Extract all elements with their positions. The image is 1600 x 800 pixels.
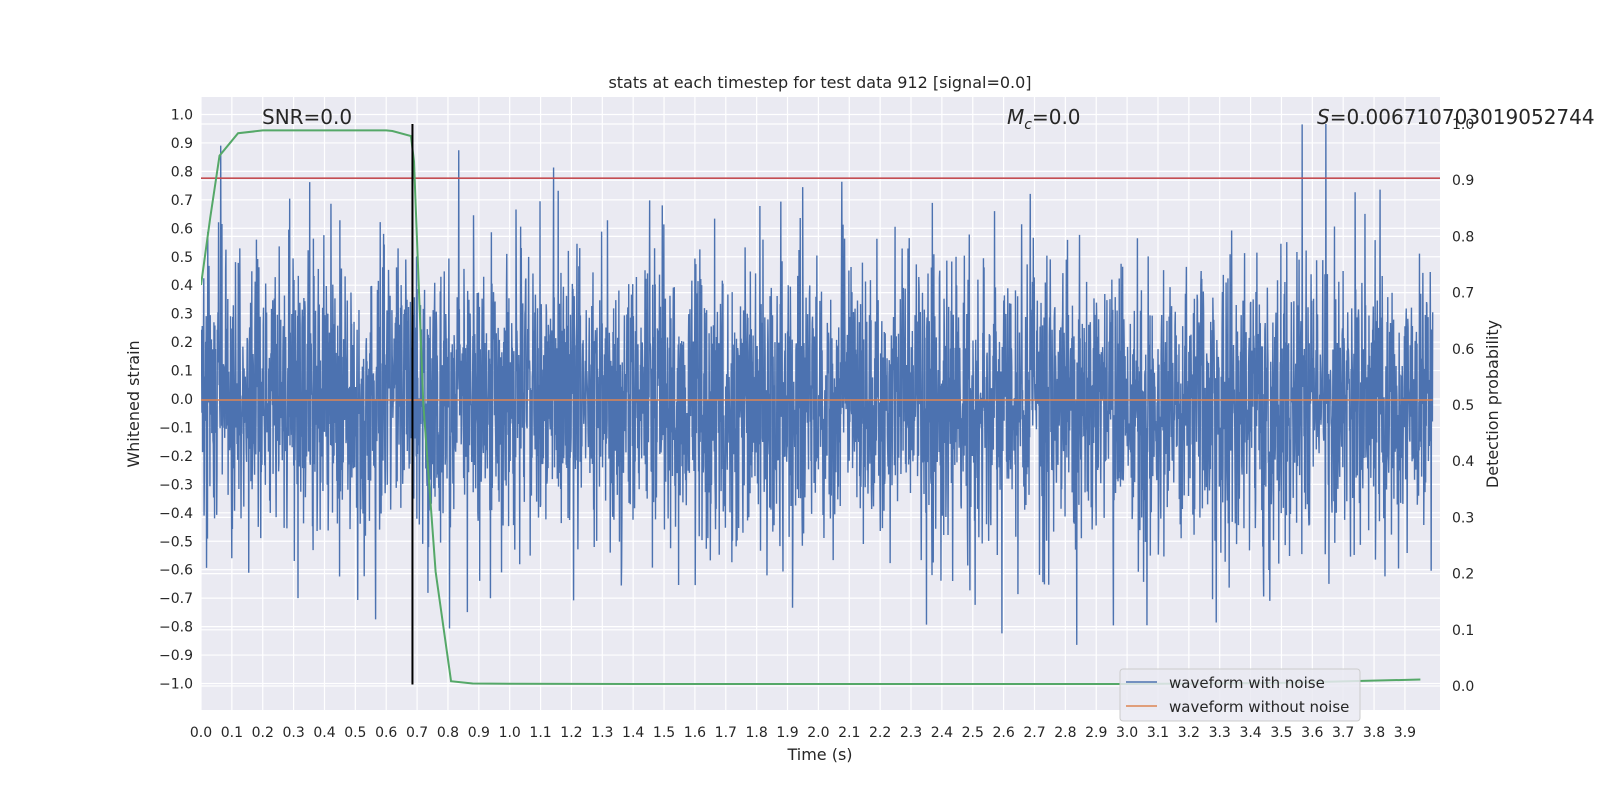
s-symbol: S — [1317, 105, 1330, 129]
x-tick-label: 0.6 — [375, 725, 397, 741]
mc-annotation: Mc=0.0 — [1007, 105, 1081, 133]
x-tick-label: 2.6 — [992, 725, 1014, 741]
x-tick-label: 2.2 — [869, 725, 891, 741]
x-tick-label: 2.1 — [838, 725, 860, 741]
x-tick-label: 1.7 — [715, 725, 737, 741]
x-tick-label: 0.2 — [252, 725, 274, 741]
y-tick-label: −0.2 — [159, 449, 193, 465]
y-tick-label: −0.1 — [159, 420, 193, 436]
legend: waveform with noise waveform without noi… — [1119, 668, 1361, 722]
x-tick-label: 1.0 — [499, 725, 521, 741]
y-axis-label: Whitened strain — [124, 340, 143, 467]
y-tick-label: −0.8 — [159, 620, 193, 636]
y-tick-label: 0.6 — [171, 221, 193, 237]
y-tick-label: −0.5 — [159, 534, 193, 550]
x-tick-label: 0.5 — [344, 725, 366, 741]
x-tick-label: 3.6 — [1301, 725, 1323, 741]
y-tick-labels: 1.0 0.9 0.8 0.7 0.6 0.5 0.4 0.3 0.2 0.1 0.0 −0.1 −0.… — [159, 108, 193, 693]
y-tick-label: 0.9 — [171, 136, 193, 152]
y2-tick-label: 0.6 — [1452, 342, 1474, 358]
x-tick-label: 0.0 — [190, 725, 212, 741]
y2-tick-labels: 1.0 0.9 0.8 0.7 0.6 0.5 0.4 0.3 0.2 0.1 0.0 — [1452, 117, 1474, 695]
y-tick-label: 0.8 — [171, 164, 193, 180]
y-tick-label: −0.9 — [159, 648, 193, 664]
x-tick-label: 2.0 — [807, 725, 829, 741]
x-tick-label: 1.9 — [776, 725, 798, 741]
mc-symbol: M — [1007, 105, 1024, 129]
x-tick-labels: 0.0 0.1 0.2 0.3 0.4 0.5 0.6 0.7 0.8 0.9 1.0 1.1 1.2 1… — [190, 725, 1416, 741]
y2-axis-label: Detection probability — [1483, 320, 1502, 488]
s-annotation: S=0.006710703019052744 — [1317, 105, 1595, 129]
y-tick-label: 1.0 — [171, 108, 193, 124]
mc-value: =0.0 — [1032, 105, 1081, 129]
x-tick-label: 1.3 — [591, 725, 613, 741]
x-tick-label: 3.3 — [1209, 725, 1231, 741]
x-tick-label: 3.4 — [1239, 725, 1261, 741]
x-tick-label: 3.9 — [1394, 725, 1416, 741]
y2-tick-label: 0.3 — [1452, 510, 1474, 526]
x-tick-label: 1.2 — [560, 725, 582, 741]
x-tick-label: 0.9 — [468, 725, 490, 741]
legend-label-waveform-with-noise: waveform with noise — [1169, 674, 1325, 692]
y2-tick-label: 0.4 — [1452, 454, 1474, 470]
y-tick-label: 0.4 — [171, 278, 193, 294]
x-tick-label: 0.1 — [221, 725, 243, 741]
y-tick-label: 0.1 — [171, 364, 193, 380]
y-tick-label: 0.7 — [171, 193, 193, 209]
x-tick-label: 3.7 — [1332, 725, 1354, 741]
y-tick-label: −0.7 — [159, 591, 193, 607]
y-tick-label: 0.0 — [171, 392, 193, 408]
y2-tick-label: 0.2 — [1452, 567, 1474, 583]
y2-tick-label: 1.0 — [1452, 117, 1474, 133]
y2-tick-label: 0.5 — [1452, 398, 1474, 414]
x-tick-label: 3.8 — [1363, 725, 1385, 741]
x-tick-label: 0.8 — [437, 725, 459, 741]
y-tick-label: −0.3 — [159, 477, 193, 493]
x-tick-label: 2.7 — [1023, 725, 1045, 741]
x-tick-label: 3.0 — [1116, 725, 1138, 741]
y2-tick-label: 0.0 — [1452, 679, 1474, 695]
x-tick-label: 3.1 — [1147, 725, 1169, 741]
s-value: =0.006710703019052744 — [1330, 105, 1595, 129]
x-tick-label: 0.7 — [406, 725, 428, 741]
x-tick-label: 2.4 — [931, 725, 953, 741]
y-tick-label: −0.6 — [159, 563, 193, 579]
legend-box — [1119, 668, 1361, 722]
legend-label-waveform-without-noise: waveform without noise — [1169, 698, 1349, 716]
x-tick-label: 0.3 — [282, 725, 304, 741]
snr-annotation: SNR=0.0 — [262, 105, 352, 129]
y-tick-label: 0.2 — [171, 335, 193, 351]
x-tick-label: 1.6 — [684, 725, 706, 741]
series-waveform-with-noise — [201, 124, 1434, 645]
chart-title: stats at each timestep for test data 912… — [608, 73, 1031, 92]
x-axis-label: Time (s) — [786, 745, 852, 764]
x-tick-label: 1.5 — [653, 725, 675, 741]
y-tick-label: 0.5 — [171, 250, 193, 266]
x-tick-label: 3.5 — [1270, 725, 1292, 741]
y2-tick-label: 0.1 — [1452, 623, 1474, 639]
y2-tick-label: 0.7 — [1452, 286, 1474, 302]
y-tick-label: −0.4 — [159, 506, 193, 522]
y2-tick-label: 0.8 — [1452, 229, 1474, 245]
x-tick-label: 1.1 — [529, 725, 551, 741]
y-tick-label: −1.0 — [159, 677, 193, 693]
x-tick-label: 1.4 — [622, 725, 644, 741]
x-tick-label: 2.9 — [1085, 725, 1107, 741]
x-tick-label: 2.8 — [1054, 725, 1076, 741]
y-tick-label: 0.3 — [171, 307, 193, 323]
x-tick-label: 0.4 — [313, 725, 335, 741]
x-tick-label: 1.8 — [746, 725, 768, 741]
x-tick-label: 2.3 — [900, 725, 922, 741]
x-tick-label: 2.5 — [962, 725, 984, 741]
x-tick-label: 3.2 — [1178, 725, 1200, 741]
mc-subscript: c — [1024, 117, 1032, 133]
y2-tick-label: 0.9 — [1452, 173, 1474, 189]
